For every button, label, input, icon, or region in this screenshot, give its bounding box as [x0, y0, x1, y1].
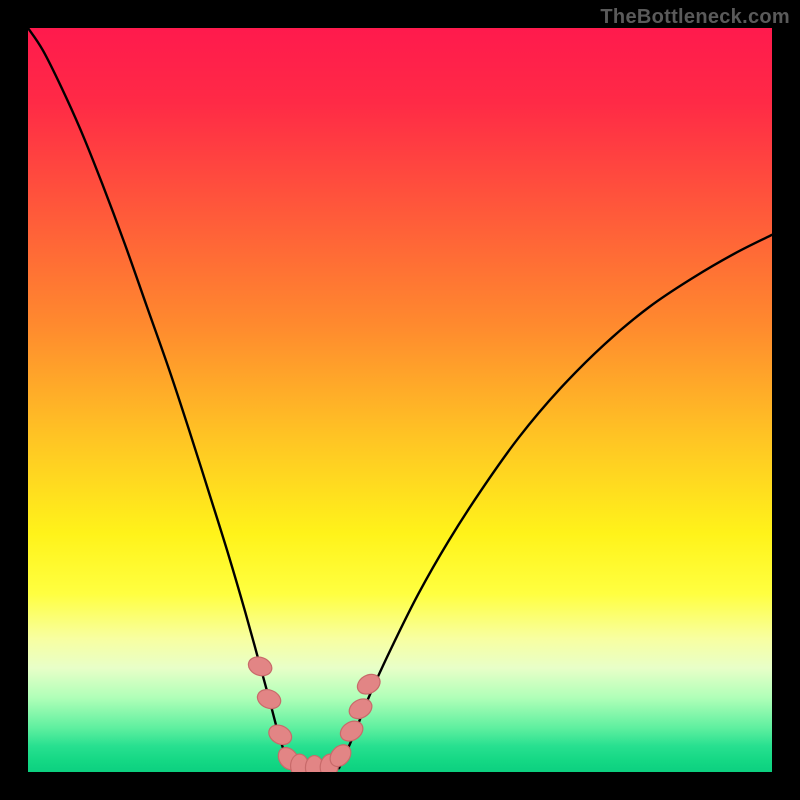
gradient-background: [28, 28, 772, 772]
chart-svg: [28, 28, 772, 772]
plot-area: [28, 28, 772, 772]
watermark-text: TheBottleneck.com: [600, 6, 790, 29]
